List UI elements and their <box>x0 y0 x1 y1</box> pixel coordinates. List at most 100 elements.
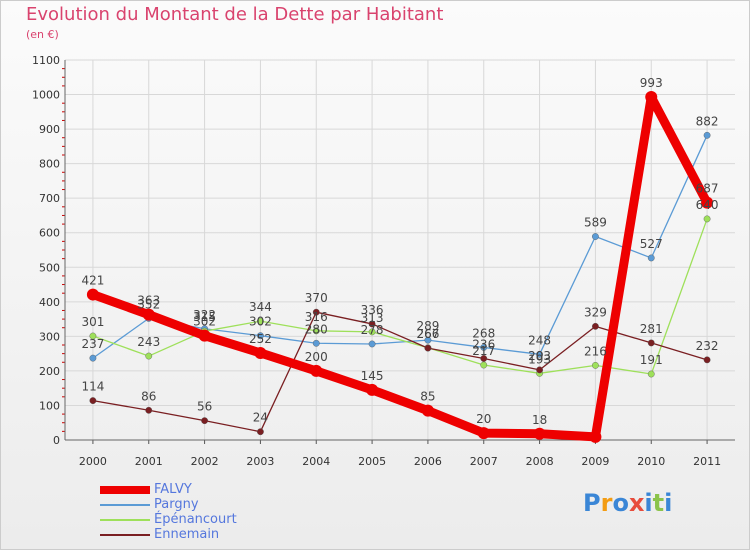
logo-letter: x <box>628 489 645 517</box>
y-tick-label: 100 <box>39 399 60 412</box>
data-label: 421 <box>81 274 104 288</box>
data-label: 322 <box>193 308 216 322</box>
legend-swatch-ennemain <box>100 534 150 536</box>
y-tick-label: 700 <box>39 192 60 205</box>
data-point <box>480 355 488 362</box>
data-point <box>312 327 320 335</box>
data-point <box>421 404 434 417</box>
data-label: 370 <box>305 291 328 305</box>
data-point <box>89 332 97 340</box>
data-label: 243 <box>137 335 160 349</box>
logo-letter: t <box>652 489 665 517</box>
data-label: 302 <box>249 315 272 329</box>
data-point <box>201 417 208 425</box>
y-tick-label: 900 <box>39 123 60 136</box>
data-label: 640 <box>696 198 719 212</box>
x-tick-label: 2004 <box>302 455 330 468</box>
series-line-ennemain <box>92 311 708 433</box>
x-tick-label: 2011 <box>693 455 721 468</box>
data-point <box>257 317 264 325</box>
data-label: 56 <box>197 400 212 414</box>
data-label: 280 <box>305 322 328 336</box>
chart-title: Evolution du Montant de la Dette par Hab… <box>26 4 444 25</box>
data-point <box>533 427 546 440</box>
legend-label-pargny: Pargny <box>154 497 199 512</box>
data-point <box>257 332 264 340</box>
data-point <box>254 346 267 359</box>
data-point <box>477 427 490 440</box>
y-tick-label: 0 <box>53 434 60 447</box>
data-label: 252 <box>249 332 272 346</box>
data-point <box>312 339 320 347</box>
data-label: 589 <box>584 216 607 230</box>
data-point <box>647 339 655 347</box>
plot-area <box>65 60 735 440</box>
data-label: 24 <box>253 411 268 425</box>
data-point <box>589 430 602 443</box>
data-point <box>366 383 379 396</box>
data-label: 329 <box>584 305 607 319</box>
data-point <box>592 233 599 240</box>
data-label: 336 <box>361 303 384 317</box>
data-label: 527 <box>640 237 663 251</box>
data-label: 86 <box>141 389 156 403</box>
x-tick-label: 2006 <box>414 455 442 468</box>
x-tick-label: 2007 <box>470 455 498 468</box>
legend-label-epenancourt: Épénancourt <box>154 512 237 527</box>
data-label: 301 <box>81 315 104 329</box>
data-label: 687 <box>696 182 719 196</box>
y-tick-label: 200 <box>39 365 60 378</box>
data-label: 232 <box>696 339 719 353</box>
data-point <box>703 356 711 364</box>
logo-letter: r <box>600 489 613 517</box>
data-point <box>142 308 155 321</box>
data-point <box>480 361 488 369</box>
y-tick-label: 1000 <box>32 89 60 102</box>
data-label: 344 <box>249 300 272 314</box>
data-label: 352 <box>137 297 160 311</box>
data-point <box>703 215 711 223</box>
data-label: 20 <box>476 412 491 426</box>
data-label: 315 <box>193 310 216 324</box>
x-tick-label: 2009 <box>581 455 609 468</box>
data-label: 302 <box>193 315 216 329</box>
data-label: 993 <box>640 76 663 90</box>
logo-letter: o <box>612 489 629 517</box>
legend-label-ennemain: Ennemain <box>154 527 220 542</box>
legend-swatch-falvy <box>100 486 150 494</box>
data-label: 278 <box>361 323 384 337</box>
series-line-pargny <box>92 134 708 359</box>
chart-subtitle: (en €) <box>26 28 59 41</box>
data-label: 145 <box>361 369 384 383</box>
data-label: 217 <box>472 344 495 358</box>
x-tick-label: 2000 <box>79 455 107 468</box>
data-label: 203 <box>528 349 551 363</box>
logo-letter: i <box>664 489 673 517</box>
data-label: 193 <box>528 352 551 366</box>
data-label: 18 <box>532 413 547 427</box>
data-point <box>592 322 599 330</box>
data-point <box>424 344 432 352</box>
y-tick-label: 600 <box>39 227 60 240</box>
data-point <box>536 350 543 358</box>
x-tick-label: 2008 <box>526 455 554 468</box>
data-point <box>86 288 99 301</box>
data-label: 267 <box>416 327 439 341</box>
data-point <box>145 352 153 360</box>
data-point <box>701 196 714 209</box>
data-label: 281 <box>640 322 663 336</box>
data-label: 191 <box>640 353 663 367</box>
y-tick-label: 1100 <box>32 54 60 67</box>
data-point <box>647 254 655 262</box>
legend-label-falvy: FALVY <box>154 482 192 497</box>
data-label: 236 <box>472 337 495 351</box>
data-point <box>368 328 376 336</box>
data-point <box>592 361 599 369</box>
data-point <box>424 336 432 344</box>
data-label: 85 <box>420 390 435 404</box>
data-label: 289 <box>416 319 439 333</box>
x-tick-label: 2003 <box>246 455 274 468</box>
legend-swatch-pargny <box>100 504 150 506</box>
x-tick-label: 2010 <box>637 455 665 468</box>
